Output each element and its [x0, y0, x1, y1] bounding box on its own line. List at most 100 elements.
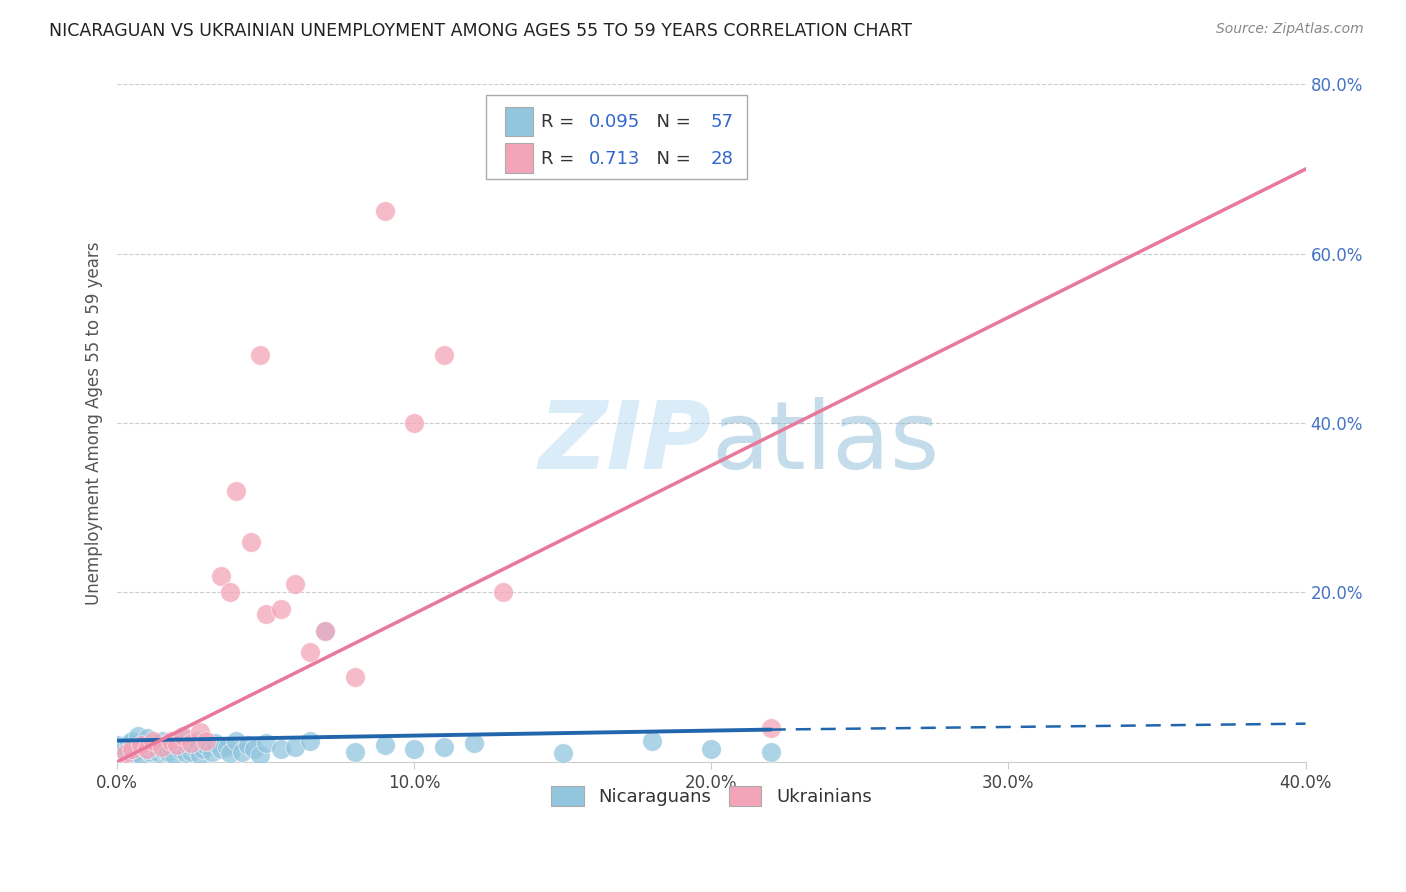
Point — [190, 747, 212, 762]
Point — [121, 742, 143, 756]
Point — [145, 736, 167, 750]
Text: 28: 28 — [710, 150, 733, 168]
Point — [115, 747, 138, 761]
Point — [135, 742, 157, 756]
Point — [159, 733, 181, 747]
Point — [142, 739, 165, 754]
Point — [463, 736, 485, 750]
Point — [105, 738, 128, 752]
Point — [124, 745, 146, 759]
Point — [700, 742, 723, 756]
Point — [150, 742, 173, 756]
Point — [299, 733, 322, 747]
Point — [404, 416, 426, 430]
Point — [166, 736, 188, 750]
Point — [492, 585, 515, 599]
Point — [270, 602, 292, 616]
Text: 57: 57 — [710, 113, 733, 131]
Text: atlas: atlas — [711, 398, 939, 490]
Point — [374, 738, 396, 752]
Point — [284, 577, 307, 591]
Point — [153, 738, 176, 752]
Point — [209, 742, 232, 756]
Point — [177, 738, 200, 752]
Point — [115, 739, 138, 754]
Point — [759, 745, 782, 759]
Point — [236, 738, 259, 752]
Point — [225, 733, 247, 747]
Point — [121, 733, 143, 747]
Point — [239, 534, 262, 549]
Text: R =: R = — [541, 150, 581, 168]
Point — [172, 730, 194, 744]
Point — [433, 739, 456, 754]
Point — [343, 670, 366, 684]
Text: Source: ZipAtlas.com: Source: ZipAtlas.com — [1216, 22, 1364, 37]
Point — [180, 736, 202, 750]
Text: ZIP: ZIP — [538, 398, 711, 490]
Point — [284, 739, 307, 754]
Text: R =: R = — [541, 113, 581, 131]
FancyBboxPatch shape — [505, 144, 533, 173]
Point — [249, 747, 271, 762]
Point — [132, 738, 155, 752]
Point — [270, 742, 292, 756]
Point — [314, 624, 336, 638]
Point — [139, 745, 162, 759]
Point — [551, 747, 574, 761]
Point — [159, 739, 181, 754]
Point — [219, 747, 242, 761]
Point — [129, 747, 152, 762]
FancyBboxPatch shape — [485, 95, 747, 179]
Point — [314, 624, 336, 638]
Point — [166, 738, 188, 752]
Point — [254, 736, 277, 750]
Point — [190, 725, 212, 739]
Point — [195, 733, 218, 747]
Point — [343, 745, 366, 759]
Point — [243, 742, 266, 756]
Text: 0.095: 0.095 — [589, 113, 640, 131]
Point — [129, 738, 152, 752]
Point — [169, 742, 191, 756]
Point — [759, 721, 782, 735]
Point — [254, 607, 277, 621]
Text: N =: N = — [645, 150, 696, 168]
FancyBboxPatch shape — [505, 106, 533, 136]
Point — [219, 585, 242, 599]
Point — [641, 733, 664, 747]
Point — [201, 745, 224, 759]
Point — [127, 730, 149, 744]
Text: N =: N = — [645, 113, 696, 131]
Point — [142, 733, 165, 747]
Point — [225, 483, 247, 498]
Point — [195, 738, 218, 752]
Point — [231, 745, 253, 759]
Point — [156, 745, 179, 759]
Point — [180, 745, 202, 759]
Text: 0.713: 0.713 — [589, 150, 640, 168]
Legend: Nicaraguans, Ukrainians: Nicaraguans, Ukrainians — [544, 779, 879, 814]
Point — [150, 733, 173, 747]
Point — [209, 568, 232, 582]
Point — [249, 348, 271, 362]
Point — [135, 731, 157, 745]
Point — [217, 739, 239, 754]
Point — [148, 747, 170, 761]
Point — [299, 645, 322, 659]
Point — [121, 747, 143, 761]
Point — [162, 747, 184, 762]
Point — [183, 739, 205, 754]
Point — [172, 731, 194, 745]
Point — [174, 747, 197, 761]
Point — [150, 739, 173, 754]
Point — [118, 736, 141, 750]
Point — [433, 348, 456, 362]
Text: NICARAGUAN VS UKRAINIAN UNEMPLOYMENT AMONG AGES 55 TO 59 YEARS CORRELATION CHART: NICARAGUAN VS UKRAINIAN UNEMPLOYMENT AMO… — [49, 22, 912, 40]
Point — [204, 736, 226, 750]
Y-axis label: Unemployment Among Ages 55 to 59 years: Unemployment Among Ages 55 to 59 years — [86, 242, 103, 605]
Point — [186, 733, 208, 747]
Point — [135, 742, 157, 756]
Point — [374, 204, 396, 219]
Point — [112, 742, 135, 756]
